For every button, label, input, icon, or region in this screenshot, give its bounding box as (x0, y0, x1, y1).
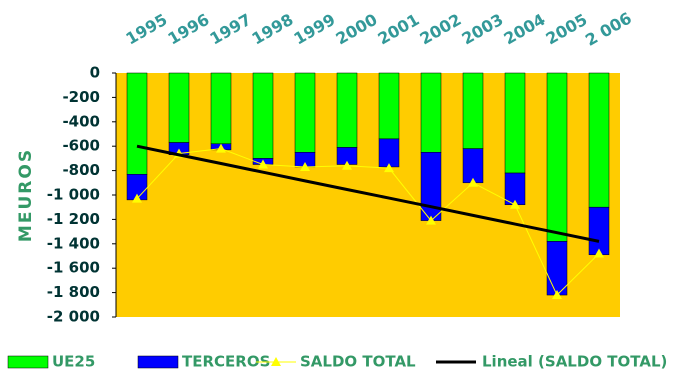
bar (294, 72, 316, 153)
x-tick-label: 1995 (122, 10, 170, 49)
point (384, 163, 394, 173)
bar (420, 72, 442, 153)
y-tick-label: -1 600 (47, 259, 100, 277)
line (136, 148, 600, 296)
bar (168, 72, 190, 143)
x-tick-label: 2002 (416, 10, 464, 49)
legend-label: Lineal (SALDO TOTAL) (482, 353, 667, 371)
point (132, 193, 142, 203)
bar (462, 72, 484, 149)
x-tick-label: 2000 (332, 10, 380, 49)
y-tick-label: -2 000 (47, 308, 100, 326)
bar (378, 72, 400, 140)
y-tick-label: 0 (90, 64, 100, 82)
y-tick-label: -1 000 (47, 186, 100, 204)
legend-swatch (137, 355, 179, 369)
bar (504, 72, 526, 174)
bar (126, 72, 148, 175)
legend-label: TERCEROS (182, 353, 270, 371)
bar (546, 241, 568, 296)
bar (462, 148, 484, 184)
x-tick-label: 2 006 (582, 8, 635, 50)
x-tick-label: 2003 (458, 10, 506, 49)
x-tick-label: 2005 (542, 10, 590, 49)
x-tick-label: 1998 (248, 10, 296, 49)
y-tick-label: -1 200 (47, 210, 100, 228)
x-tick-label: 2004 (500, 10, 548, 49)
bar (420, 152, 442, 221)
point (552, 290, 562, 300)
legend-label: UE25 (52, 353, 95, 371)
x-tick-label: 1999 (290, 10, 338, 49)
point (468, 177, 478, 187)
point (594, 248, 604, 258)
point (258, 159, 268, 169)
y-tick-label: -1 400 (47, 234, 100, 252)
bar (378, 138, 400, 168)
trend-line (136, 144, 600, 243)
x-tick-label: 1997 (206, 10, 254, 49)
y-tick-label: -200 (62, 88, 100, 106)
y-axis-label: MEUROS (16, 148, 36, 242)
bar (252, 72, 274, 159)
y-tick-label: -1 800 (47, 283, 100, 301)
legend-marker (271, 357, 281, 366)
point (300, 161, 310, 171)
bar (336, 72, 358, 148)
point (510, 199, 520, 209)
point (342, 160, 352, 170)
point (216, 143, 226, 153)
x-tick-label: 2001 (374, 10, 422, 49)
bar (546, 72, 568, 242)
y-tick-label: -600 (62, 137, 100, 155)
y-tick-label: -400 (62, 112, 100, 130)
bar (210, 72, 232, 145)
y-tick-label: -800 (62, 161, 100, 179)
x-tick-label: 1996 (164, 10, 212, 49)
point (426, 215, 436, 225)
legend-swatch (7, 355, 49, 369)
bar (588, 206, 610, 256)
legend-label: SALDO TOTAL (300, 353, 416, 371)
bar (588, 72, 610, 208)
